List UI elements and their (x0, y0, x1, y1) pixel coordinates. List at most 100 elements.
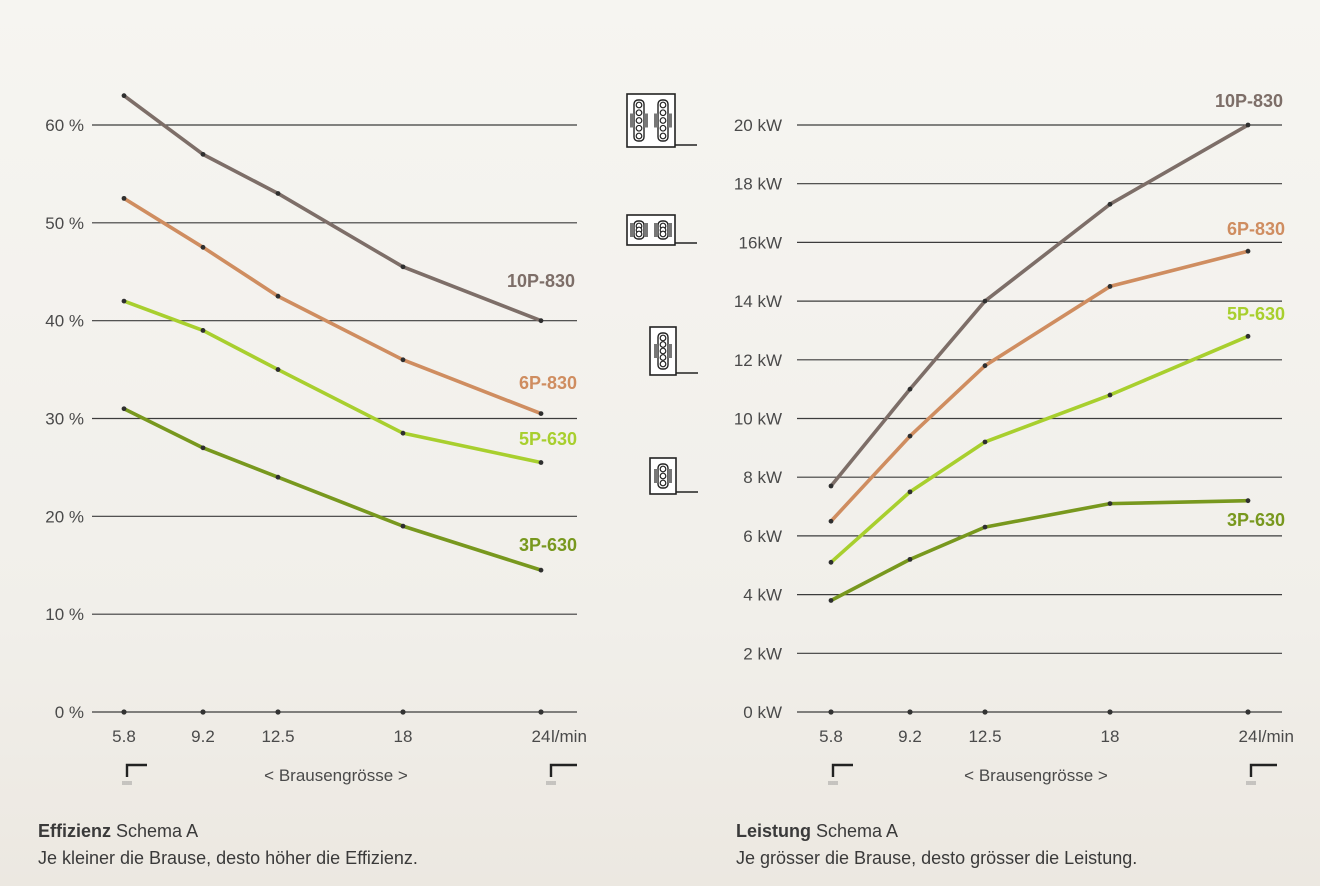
caption-power-scheme: Schema A (816, 821, 899, 841)
x-tick-dot (275, 709, 281, 715)
y-tick-label: 4 kW (743, 586, 782, 605)
y-tick-label: 30 % (45, 410, 84, 429)
series-label: 5P-630 (519, 429, 577, 449)
x-tick-label: 18 (1101, 727, 1120, 746)
data-point (538, 567, 544, 573)
series-line (829, 334, 1250, 565)
data-point (275, 293, 281, 299)
series-line (829, 249, 1250, 524)
data-point (538, 318, 544, 324)
data-point (200, 151, 206, 157)
x-tick-label: 12.5 (261, 727, 294, 746)
y-tick-label: 2 kW (743, 644, 782, 663)
caption-efficiency-scheme: Schema A (116, 821, 199, 841)
data-point (828, 518, 834, 524)
data-point (121, 195, 127, 201)
x-tick-dot (982, 709, 988, 715)
y-tick-label: 40 % (45, 312, 84, 331)
large-shower-icon (1246, 763, 1277, 785)
x-unit-label: l/min (551, 727, 587, 746)
model-pictogram-icon (649, 457, 698, 495)
x-tick-label: 5.8 (819, 727, 843, 746)
data-point (200, 328, 206, 333)
x-tick-label: 5.8 (112, 727, 136, 746)
caption-power: Leistung Schema A Je grösser die Brause,… (736, 818, 1137, 872)
series-label: 6P-830 (1227, 219, 1285, 239)
y-tick-label: 8 kW (743, 468, 782, 487)
small-shower-icon (122, 763, 147, 785)
data-point (828, 559, 834, 565)
caption-efficiency-title: Effizienz (38, 821, 112, 841)
data-point (400, 430, 406, 436)
data-point (275, 367, 281, 372)
data-point (828, 598, 834, 603)
data-point (121, 93, 127, 99)
data-point (121, 298, 127, 304)
x-tick-label: 18 (394, 727, 413, 746)
x-tick-label: 24 (1239, 727, 1258, 746)
data-point (982, 524, 988, 530)
y-tick-label: 20 kW (734, 116, 782, 135)
data-point (400, 357, 406, 363)
x-unit-label: l/min (1258, 727, 1294, 746)
y-tick-label: 10 kW (734, 410, 782, 429)
y-tick-label: 16kW (739, 233, 782, 252)
series-line (829, 123, 1250, 488)
data-point (1245, 333, 1251, 339)
x-tick-dot (400, 709, 406, 715)
data-point (982, 439, 988, 445)
data-point (121, 406, 127, 412)
data-point (400, 523, 406, 529)
y-tick-label: 10 % (45, 605, 84, 624)
data-point (1107, 201, 1113, 207)
data-point (1245, 498, 1251, 504)
data-point (200, 244, 206, 250)
data-point (400, 264, 406, 270)
caption-power-text: Je grösser die Brause, desto grösser die… (736, 848, 1138, 868)
data-point (1107, 501, 1113, 507)
x-tick-label: 24 (532, 727, 551, 746)
model-pictogram-icon (626, 93, 697, 148)
y-tick-label: 20 % (45, 507, 84, 526)
y-tick-label: 18 kW (734, 175, 782, 194)
chart-0: 0 % 10 % 20 % 30 % 40 % 50 % 60 % 5.8 9.2 12.5 18 2… (45, 93, 587, 785)
data-point (982, 363, 988, 369)
series-line (122, 406, 543, 572)
model-icons (626, 93, 698, 495)
series-label: 5P-630 (1227, 304, 1285, 324)
data-point (907, 556, 913, 562)
data-point (1245, 122, 1251, 128)
x-tick-label: 12.5 (968, 727, 1001, 746)
series-line (829, 498, 1250, 603)
y-tick-label: 14 kW (734, 292, 782, 311)
data-point (982, 298, 988, 304)
data-point (538, 460, 544, 465)
model-pictogram-icon (649, 326, 698, 376)
series-line (122, 93, 543, 323)
x-axis-label: < Brausengrösse > (264, 766, 408, 785)
data-point (1245, 248, 1251, 254)
series-line (122, 196, 543, 416)
caption-power-title: Leistung (736, 821, 811, 841)
caption-efficiency: Effizienz Schema A Je kleiner die Brause… (38, 818, 418, 872)
small-shower-icon (828, 763, 853, 785)
series-label: 6P-830 (519, 373, 577, 393)
y-tick-label: 6 kW (743, 527, 782, 546)
data-point (828, 483, 834, 489)
series-label: 3P-630 (1227, 510, 1285, 530)
x-tick-dot (907, 709, 913, 715)
x-tick-dot (1245, 709, 1251, 715)
data-point (275, 474, 281, 480)
y-tick-label: 0 % (55, 703, 84, 722)
y-tick-label: 60 % (45, 116, 84, 135)
y-tick-label: 12 kW (734, 351, 782, 370)
large-shower-icon (546, 763, 577, 785)
data-point (907, 386, 913, 392)
x-tick-dot (828, 709, 834, 715)
x-tick-label: 9.2 (191, 727, 215, 746)
data-point (275, 191, 281, 196)
x-axis-label: < Brausengrösse > (964, 766, 1108, 785)
y-tick-label: 50 % (45, 214, 84, 233)
model-pictogram-icon (626, 214, 697, 246)
